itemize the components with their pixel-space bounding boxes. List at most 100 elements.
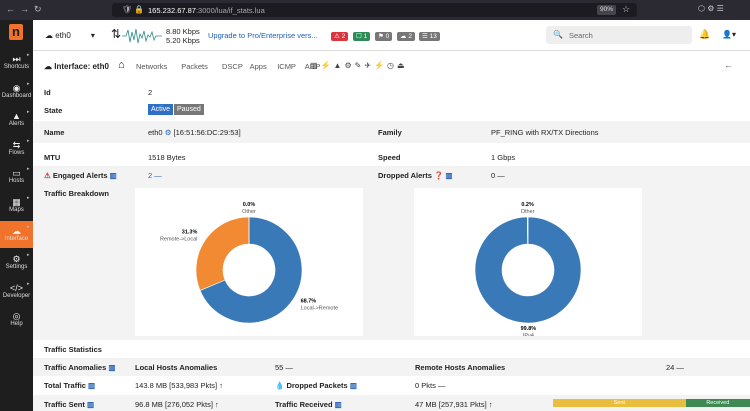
sidebar-item[interactable]: Shortcuts (3, 64, 30, 70)
tab[interactable]: DSCP (222, 62, 243, 71)
slice-name: Other (521, 209, 535, 215)
value: 96.8 MB [276,052 Pkts] ↑ (135, 400, 219, 409)
badge-count: 1 (363, 33, 368, 40)
sidebar-item[interactable]: Developer (2, 292, 31, 299)
tab[interactable]: ARP (304, 62, 321, 71)
upgrade-link[interactable]: Upgrade to Pro/Enterprise vers... (208, 31, 318, 40)
pie-slice (527, 216, 529, 245)
badge-count: 0 (385, 33, 390, 40)
badge[interactable]: ☰ 13 (419, 32, 440, 41)
sidebar-item[interactable]: Help (10, 321, 23, 328)
slice-name: Other (242, 209, 256, 215)
label: Local Hosts Anomalies (135, 363, 218, 372)
value: 1518 Bytes (148, 153, 186, 162)
sidebar-item[interactable]: Alerts (8, 121, 25, 128)
slice-label: 0.0% (243, 202, 256, 208)
label: Traffic Anomalies ▥ (44, 363, 116, 372)
submenu-arrow: ▸ (27, 166, 30, 173)
submenu-arrow: ▸ (27, 252, 30, 259)
label-text: Engaged Alerts (52, 171, 108, 180)
label: MTU (44, 153, 61, 162)
updown-icon: ⇅ (111, 27, 122, 41)
label: Speed (378, 153, 401, 162)
sidebar-item[interactable]: Hosts (8, 178, 25, 185)
label-text: Dropped Alerts (378, 171, 432, 180)
slice-label: 99.8% (521, 326, 537, 332)
search-placeholder: Search (569, 31, 593, 40)
badge[interactable]: ☐ 1 (353, 32, 371, 41)
value[interactable]: 2 — (148, 171, 162, 180)
sidebar-icon: ⚙ (12, 254, 21, 265)
value: 47 MB [257,931 Pkts] ↑ (415, 400, 493, 409)
label-text: Traffic Sent (44, 400, 85, 409)
browser-icons[interactable]: ⬡ ⚙ ☰ (698, 4, 724, 13)
badge[interactable]: ⚑ 0 (375, 32, 393, 41)
url-host: 165.232.67.87 (148, 6, 196, 15)
badge[interactable]: ⚠ 2 (331, 32, 349, 41)
user-menu[interactable]: 👤▾ (722, 30, 736, 39)
ratio-label: Received (706, 400, 730, 406)
tab[interactable]: Apps (249, 62, 267, 71)
state-active[interactable]: Active (148, 104, 174, 115)
interface-name: eth0 (55, 31, 71, 40)
sidebar-item[interactable]: Settings (5, 264, 28, 271)
badge[interactable]: ☁ 2 (397, 32, 415, 41)
mac: [16:51:56:DC:29:53] (173, 128, 241, 137)
value: 0 — (491, 171, 505, 180)
nav-buttons[interactable]: ← → ↻ (6, 4, 42, 14)
tab[interactable]: Packets (181, 62, 208, 71)
row-bg (33, 358, 750, 376)
sidebar-item[interactable]: Flows (8, 149, 25, 156)
back-arrow[interactable]: ← (724, 60, 733, 70)
state-paused[interactable]: Paused (174, 104, 204, 115)
interface-select[interactable]: ☁ eth0 ▾ (45, 31, 95, 40)
label: Total Traffic ▥ (44, 381, 96, 390)
label-text: Traffic Received (275, 400, 333, 409)
tab[interactable]: ICMP (277, 62, 296, 71)
value: eth0 ⚙ [16:51:56:DC:29:53] (148, 128, 241, 137)
notifications[interactable]: 🔔 (699, 29, 711, 39)
tab-icons[interactable]: ▥⚡▲⚙✎✈⚡◷⏏ (310, 61, 408, 70)
name-value: eth0 (148, 128, 163, 137)
submenu-arrow: ▸ (27, 109, 30, 116)
label-text: Traffic Anomalies (44, 363, 107, 372)
value: 143.8 MB [533,983 Pkts] ↑ (135, 381, 223, 390)
download-rate: 5.20 Kbps (166, 36, 200, 45)
sidebar-icon: ☁ (12, 225, 21, 236)
logo[interactable]: n (9, 24, 23, 40)
url[interactable]: 165.232.67.87:3000/lua/if_stats.lua (148, 6, 265, 15)
submenu-arrow: ▸ (27, 137, 30, 144)
value: 0 Pkts — (415, 381, 446, 390)
badge-count: 2 (408, 33, 412, 40)
label: State (44, 106, 63, 115)
search-icon: 🔍 (553, 30, 563, 39)
sidebar-item[interactable]: Maps (9, 207, 24, 213)
label-text: Total Traffic (44, 381, 86, 390)
value: 2 (148, 88, 153, 97)
zoom[interactable]: 90% (597, 5, 617, 15)
subnav-title-text: Interface: eth0 (54, 62, 109, 71)
label: Traffic Received ▥ (275, 400, 342, 409)
sidebar-item[interactable]: Dashboard (1, 92, 32, 99)
address-bar[interactable] (112, 3, 637, 17)
label: ⚠ Engaged Alerts ▥ (44, 171, 117, 180)
search-box[interactable] (546, 26, 692, 44)
sidebar-icon: ◎ (12, 311, 21, 322)
sidebar-icon: ▭ (12, 168, 21, 179)
sidebar-item[interactable]: Interface (4, 235, 29, 242)
section-title: Traffic Statistics (44, 345, 102, 354)
sidebar-icon: ▲ (12, 111, 21, 122)
value: 55 — (275, 363, 293, 372)
label: Traffic Sent ▥ (44, 400, 95, 409)
ratio-bar: Sent Received (553, 399, 750, 407)
pie-slice (474, 216, 582, 324)
badge-count: 13 (429, 33, 437, 40)
submenu-arrow: ▸ (27, 280, 30, 287)
submenu-arrow: ▸ (27, 52, 30, 58)
tab[interactable]: Networks (136, 62, 168, 71)
home-tab[interactable]: ⌂ (118, 59, 125, 71)
ratio-segment: Received (685, 399, 750, 407)
label: Traffic Breakdown (44, 189, 110, 198)
bookmark[interactable]: ☆ (622, 4, 631, 14)
badge-count: 2 (341, 33, 346, 40)
